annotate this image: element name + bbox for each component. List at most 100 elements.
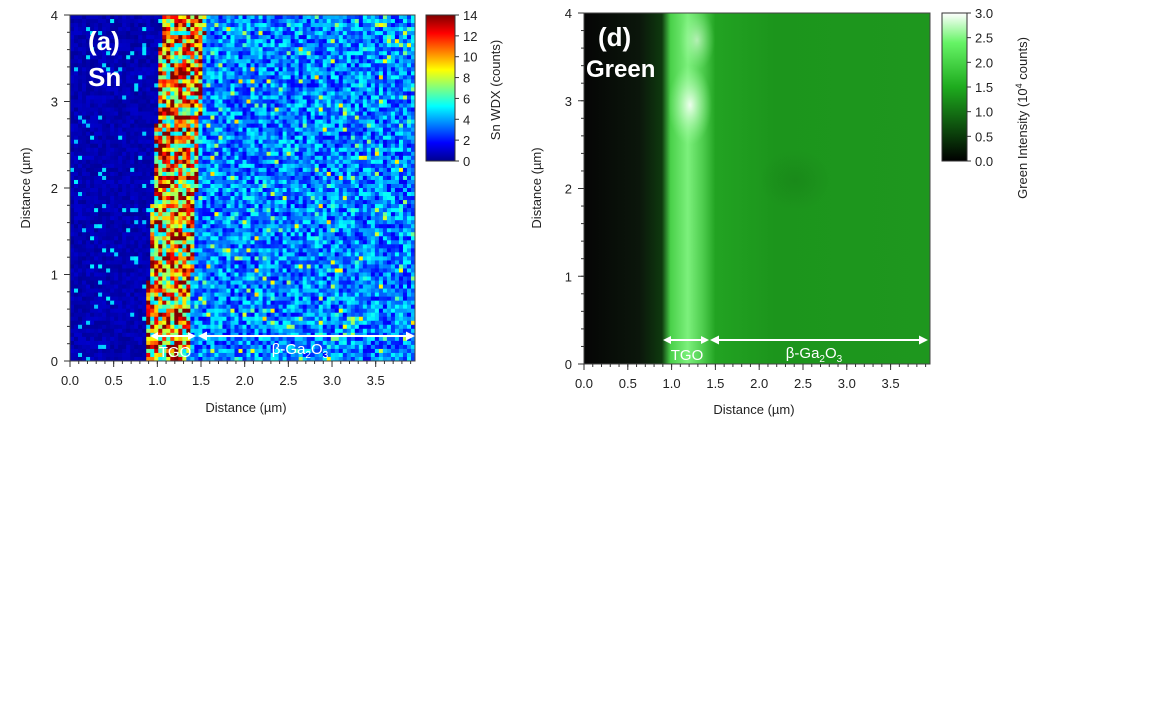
- sn-pixel: [274, 47, 279, 52]
- sn-pixel: [326, 43, 332, 48]
- sn-pixel: [358, 240, 364, 245]
- sn-pixel: [182, 200, 187, 205]
- sn-pixel: [126, 31, 131, 36]
- sn-pixel: [234, 232, 239, 237]
- sn-pixel: [382, 27, 388, 32]
- sn-pixel: [306, 59, 312, 64]
- sn-pixel: [178, 208, 183, 213]
- sn-pixel: [310, 167, 316, 173]
- sn-pixel: [330, 131, 336, 137]
- sn-pixel: [138, 131, 143, 137]
- sn-pixel: [222, 179, 227, 185]
- sn-pixel: [82, 220, 87, 225]
- sn-pixel: [246, 212, 251, 217]
- sn-pixel: [338, 236, 344, 241]
- sn-pixel: [218, 83, 223, 88]
- sn-pixel: [350, 103, 356, 108]
- sn-pixel: [370, 59, 376, 64]
- sn-pixel: [130, 63, 135, 68]
- sn-pixel: [102, 139, 107, 145]
- sn-pixel: [226, 139, 231, 145]
- sn-pixel: [174, 147, 179, 153]
- sn-pixel: [166, 192, 171, 197]
- sn-pixel: [406, 183, 412, 189]
- sn-pixel: [266, 51, 271, 56]
- sn-pixel: [262, 15, 267, 20]
- sn-pixel: [310, 87, 316, 92]
- sn-pixel: [206, 31, 211, 36]
- sn-pixel: [334, 143, 340, 149]
- sn-pixel: [162, 79, 167, 84]
- sn-pixel: [126, 115, 131, 120]
- sn-pixel: [222, 99, 227, 104]
- sn-pixel: [262, 27, 267, 32]
- sn-pixel: [186, 192, 191, 197]
- sn-pixel: [322, 220, 328, 225]
- sn-pixel: [326, 115, 332, 120]
- sn-pixel: [262, 200, 267, 205]
- sn-pixel: [202, 196, 207, 201]
- sn-pixel: [122, 155, 127, 161]
- sn-pixel: [70, 103, 75, 108]
- sn-pixel: [342, 15, 348, 20]
- sn-pixel: [142, 127, 147, 133]
- sn-pixel: [382, 51, 388, 56]
- sn-pixel: [230, 23, 235, 28]
- sn-pixel: [330, 19, 336, 24]
- sn-pixel: [230, 19, 235, 24]
- sn-pixel: [146, 99, 151, 104]
- sn-pixel: [402, 135, 408, 141]
- sn-pixel: [198, 47, 203, 52]
- sn-pixel: [178, 232, 183, 237]
- sn-pixel: [154, 192, 159, 197]
- sn-pixel: [326, 200, 332, 205]
- sn-pixel: [110, 55, 115, 60]
- sn-pixel: [182, 236, 187, 241]
- sn-pixel: [230, 99, 235, 104]
- sn-pixel: [294, 79, 300, 84]
- sn-pixel: [314, 115, 320, 120]
- sn-pixel: [342, 139, 348, 145]
- sn-pixel: [286, 83, 292, 88]
- sn-pixel: [210, 111, 215, 116]
- sn-pixel: [386, 55, 392, 60]
- sn-pixel: [350, 244, 356, 249]
- sn-pixel: [162, 228, 167, 233]
- sn-pixel: [354, 19, 360, 24]
- sn-pixel: [286, 220, 292, 225]
- sn-pixel: [254, 35, 259, 40]
- sn-pixel: [126, 200, 131, 205]
- sn-pixel: [406, 83, 412, 88]
- sn-pixel: [218, 107, 223, 112]
- sn-pixel: [374, 63, 380, 68]
- sn-pixel: [226, 31, 231, 36]
- sn-pixel: [286, 75, 292, 80]
- sn-pixel: [102, 159, 107, 165]
- sn-pixel: [366, 39, 372, 44]
- sn-pixel: [346, 43, 352, 48]
- sn-pixel: [394, 115, 400, 120]
- sn-pixel: [222, 163, 227, 169]
- sn-pixel: [382, 23, 388, 28]
- sn-pixel: [190, 23, 195, 28]
- sn-pixel: [294, 151, 300, 157]
- sn-pixel: [342, 79, 348, 84]
- sn-pixel: [90, 135, 95, 141]
- sn-pixel: [306, 79, 312, 84]
- sn-pixel: [354, 208, 360, 213]
- sn-pixel: [318, 83, 324, 88]
- sn-pixel: [334, 47, 340, 52]
- sn-pixel: [250, 131, 255, 137]
- sn-pixel: [294, 196, 300, 201]
- sn-pixel: [246, 67, 251, 72]
- sn-pixel: [262, 55, 267, 60]
- sn-pixel: [358, 51, 364, 56]
- sn-pixel: [214, 200, 219, 205]
- sn-pixel: [94, 27, 99, 32]
- sn-pixel: [306, 47, 312, 52]
- sn-pixel: [102, 131, 107, 137]
- sn-pixel: [134, 196, 139, 201]
- sn-pixel: [74, 143, 79, 149]
- sn-pixel: [410, 228, 416, 233]
- sn-pixel: [258, 147, 263, 153]
